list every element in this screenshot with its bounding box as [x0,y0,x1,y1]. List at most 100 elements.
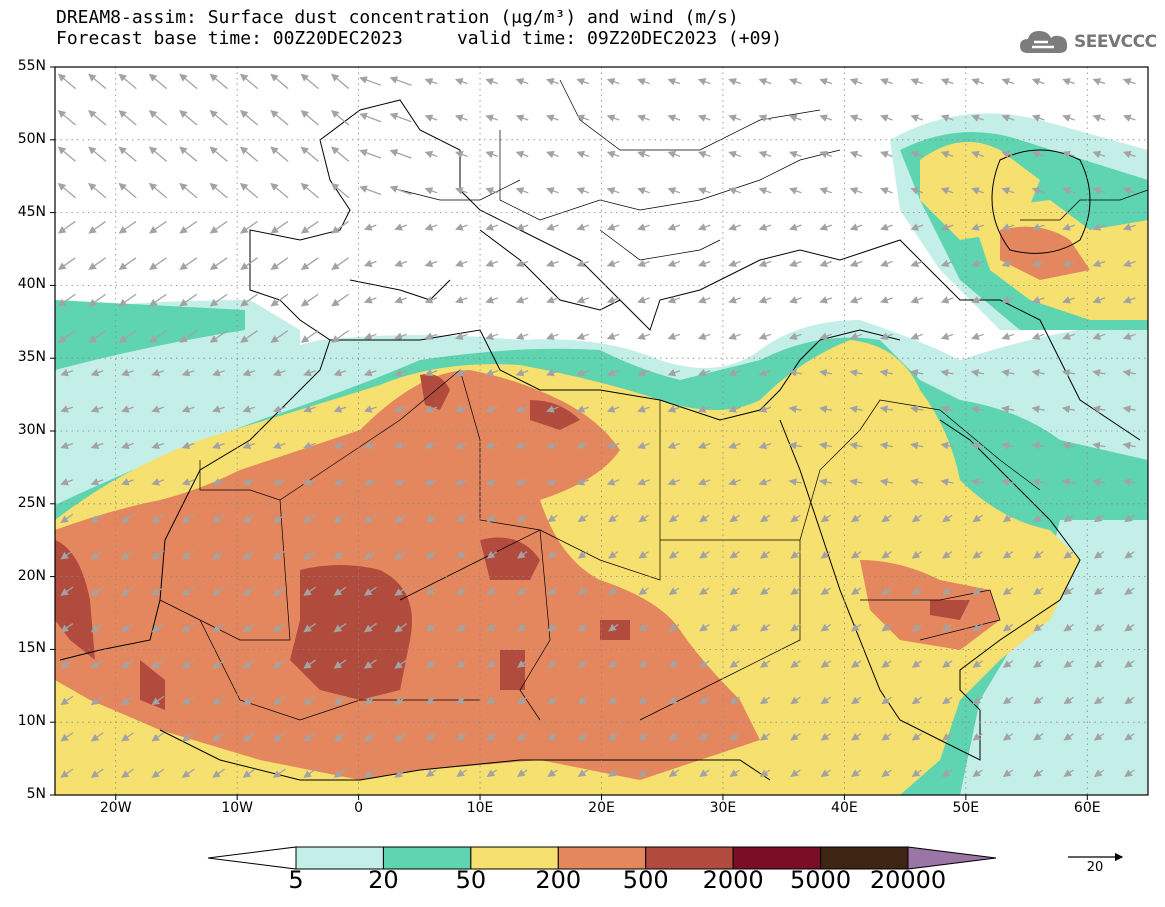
wind-arrow [516,660,528,668]
wind-arrow [303,478,316,486]
wind-arrow [881,769,892,778]
wind-arrow [303,550,317,560]
lon-label: 10W [221,800,253,816]
lon-label: 20E [588,800,615,816]
wind-arrow [272,368,286,377]
wind-arrow [606,405,620,413]
wind-arrow [547,587,558,596]
colorbar-label: 20 [368,866,399,894]
wind-arrow [333,441,347,450]
wind-arrow [148,293,167,307]
wind-arrow [363,659,377,669]
wind-arrow [389,149,412,159]
wind-arrow [879,405,893,414]
wind-arrow [179,257,198,271]
wind-arrow [1124,732,1135,741]
wind-arrow [1033,732,1044,741]
wind-arrow [819,259,833,268]
wind-arrow [90,550,104,560]
wind-arrow [88,293,107,307]
lat-label: 20N [17,567,46,584]
wind-arrow [849,369,863,377]
wind-arrow [181,768,195,778]
wind-arrow [516,623,528,632]
wind-arrow [637,78,650,86]
wind-arrow [1001,259,1015,268]
wind-arrow [515,368,529,377]
wind-arrow [546,150,559,159]
wind-arrow [820,660,832,668]
wind-arrow [121,405,134,413]
wind-arrow [668,732,680,741]
wind-arrow [331,293,349,307]
wind-arrow [90,441,104,450]
wind-arrow [60,405,74,413]
wind-arrow [515,223,529,231]
wind-arrow [456,550,467,559]
wind-arrow [879,478,893,486]
wind-arrow [1092,187,1106,195]
wind-arrow [454,187,468,195]
wind-arrow [788,78,802,86]
lon-label: 0 [354,800,364,816]
wind-arrow [728,478,741,486]
wind-arrow [363,695,377,706]
wind-arrow [818,478,833,486]
wind-arrow [424,441,438,450]
wind-arrow [300,110,319,126]
wind-arrow [1001,332,1015,340]
wind-arrow [728,368,741,377]
wind-arrow [1124,660,1135,668]
wind-arrow [1033,623,1044,632]
wind-arrow [606,478,620,486]
wind-arrow [576,441,590,450]
wind-arrow [971,187,984,195]
wind-arrow [330,146,350,162]
colorbar-label: 500 [622,866,669,894]
wind-arrow [425,732,437,741]
wind-arrow [910,187,924,195]
wind-arrow [333,405,347,413]
wind-arrow [424,296,438,304]
wind-arrow [454,441,468,450]
colorbar-label: 20000 [869,866,947,894]
wind-arrow [485,150,499,159]
wind-arrow [88,73,107,90]
wind-arrow [1122,296,1136,304]
wind-arrow [697,78,711,86]
wind-arrow [879,441,893,450]
wind-arrow [910,441,924,450]
wind-arrow [881,660,892,668]
wind-arrow [300,146,319,162]
wind-arrow [239,182,259,199]
wind-arrow [972,732,983,741]
wind-arrow [515,259,529,268]
wind-arrow [454,296,468,304]
wind-arrow [1122,441,1136,450]
wind-arrow [1124,550,1135,559]
wind-arrow [151,623,165,633]
wind-arrow [394,296,407,304]
wind-arrow [820,550,832,559]
wind-arrow [970,478,984,486]
wind-arrow [910,223,924,231]
wind-arrow [606,114,620,122]
map-grid [55,67,1148,795]
wind-arrow [577,514,589,523]
wind-arrow [1062,150,1075,159]
wind-arrow [1031,332,1045,340]
wind-arrow [790,623,801,632]
wind-arrow [303,405,316,413]
wind-arrow [486,587,498,596]
wind-arrow [485,78,499,86]
wind-arrow [270,182,289,199]
wind-arrow [212,513,226,524]
wind-arrow [606,332,620,340]
wind-arrow [270,330,289,343]
wind-arrow [576,478,590,486]
wind-arrow [759,732,771,741]
wind-arrow [788,223,802,231]
wind-arrow [333,695,347,706]
wind-arrow [424,332,438,340]
wind-arrow [363,368,377,377]
